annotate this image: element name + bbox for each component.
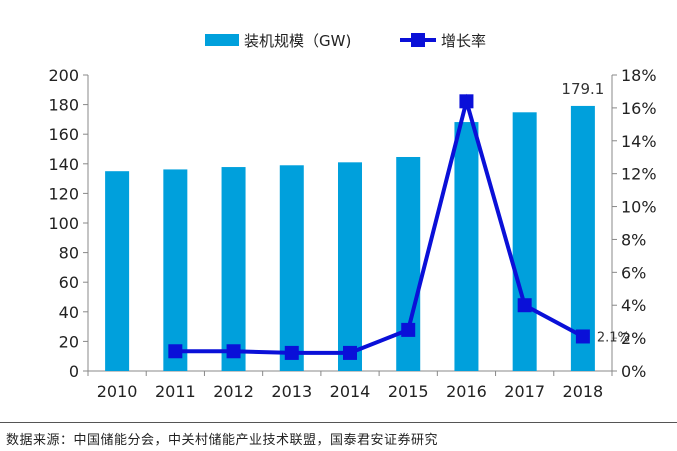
chart: 0 20 40 60 80 100 120 140 160 180 200 0% 2% 4% 6% 8% 10%… (48, 32, 657, 401)
legend-bar-label: 装机规模（GW) (244, 32, 351, 50)
bar-2017 (512, 112, 537, 372)
left-tick-label: 0 (69, 362, 79, 381)
x-tick-label: 2017 (504, 382, 545, 401)
left-tick-label: 160 (48, 125, 79, 144)
right-tick-label: 12% (621, 165, 657, 184)
divider (0, 422, 677, 423)
bar-2014 (338, 162, 362, 371)
right-tick-label: 8% (621, 230, 646, 249)
x-tick-label: 2011 (155, 382, 196, 401)
growth-marker-2018 (575, 329, 590, 344)
growth-marker-2015 (401, 322, 416, 337)
bar-data-label: 179.1 (561, 80, 604, 98)
left-tick-label: 40 (59, 303, 79, 322)
x-tick-label: 2018 (563, 382, 604, 401)
right-tick-label: 10% (621, 198, 657, 217)
left-tick-label: 20 (59, 332, 79, 351)
left-tick-label: 60 (59, 273, 79, 292)
right-tick-label: 0% (621, 362, 646, 381)
x-tick-label: 2016 (446, 382, 487, 401)
legend-bar-swatch (205, 34, 239, 46)
growth-marker-2016 (459, 94, 474, 109)
left-tick-label: 120 (48, 184, 79, 203)
x-tick-label: 2010 (97, 382, 138, 401)
growth-marker-2017 (517, 298, 532, 313)
right-tick-label: 2% (621, 329, 646, 348)
x-tick-label: 2014 (330, 382, 371, 401)
legend-line-label: 增长率 (441, 32, 486, 50)
bar-2010 (105, 171, 130, 371)
x-tick-label: 2012 (213, 382, 254, 401)
x-tick-label: 2015 (388, 382, 429, 401)
left-tick-label: 180 (48, 96, 79, 115)
line-data-label: 2.1% (597, 330, 630, 345)
right-tick-label: 18% (621, 66, 657, 85)
right-tick-label: 4% (621, 296, 646, 315)
right-tick-label: 6% (621, 263, 646, 282)
right-tick-label: 16% (621, 99, 657, 118)
x-tick-label: 2013 (271, 382, 312, 401)
bar-2013 (279, 165, 304, 371)
source-note: 数据来源：中国储能分会，中关村储能产业技术联盟，国泰君安证券研究 (6, 433, 439, 448)
growth-marker-2012 (226, 344, 241, 359)
growth-line (175, 93, 584, 355)
bar-2016 (454, 122, 479, 372)
growth-marker-2011 (168, 344, 183, 359)
right-tick-label: 14% (621, 132, 657, 151)
bar-2012 (221, 167, 246, 371)
legend-line-marker (411, 33, 425, 47)
bar-2018 (570, 105, 595, 371)
left-tick-label: 100 (48, 214, 79, 233)
growth-marker-2014 (343, 345, 357, 360)
bar-2011 (163, 169, 188, 371)
left-tick-label: 140 (48, 155, 79, 174)
left-tick-label: 80 (59, 244, 79, 263)
left-tick-label: 200 (48, 66, 79, 85)
bar-2015 (396, 156, 421, 371)
growth-marker-2013 (284, 345, 299, 360)
